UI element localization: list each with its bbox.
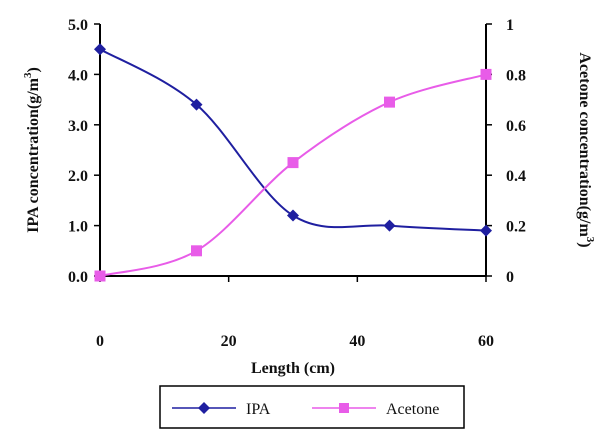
data-point-acetone: [287, 157, 299, 169]
x-tick-label: 40: [349, 333, 365, 350]
data-point-ipa: [383, 219, 396, 232]
legend-acetone-marker: [339, 403, 349, 413]
data-point-ipa: [94, 43, 106, 56]
x-tick-label: 0: [96, 333, 104, 350]
y-left-tick-label: 4.0: [68, 67, 88, 84]
axes: [99, 24, 487, 277]
legend: IPA Acetone: [159, 385, 465, 429]
y-right-tick-label: 0.6: [506, 118, 526, 135]
legend-frame: [159, 385, 465, 429]
y-right-tick-label: 0.2: [506, 219, 526, 236]
ticks: 0.0 1.0 2.0 3.0 4.0 5.0 0 0.2 0.4 0.6 0.8 1 0 20 40 60: [68, 17, 526, 350]
x-axis-title: Length (cm): [251, 360, 335, 377]
series-line-ipa: [99, 48, 487, 232]
y-right-tick-label: 0.8: [506, 67, 526, 84]
legend-ipa-marker: [198, 402, 210, 414]
data-point-acetone: [480, 68, 492, 80]
x-tick-label: 20: [221, 333, 237, 350]
legend-ipa-label: IPA: [246, 401, 271, 418]
data-point-acetone: [191, 245, 202, 257]
legend-item-acetone: Acetone: [312, 401, 439, 418]
data-point-ipa: [480, 224, 492, 237]
left-axis-title: IPA concentration(g/m3): [22, 67, 42, 233]
right-axis-title: Acetone concentration(g/m3): [576, 52, 596, 247]
data-point-ipa: [287, 209, 299, 222]
legend-item-ipa: IPA: [172, 401, 271, 418]
y-right-tick-label: 0: [506, 269, 514, 286]
y-left-tick-label: 5.0: [68, 17, 88, 34]
data-point-ipa: [190, 98, 203, 111]
data-point-acetone: [384, 96, 395, 108]
y-left-tick-label: 1.0: [68, 219, 88, 236]
y-right-tick-label: 0.4: [506, 168, 526, 185]
data-point-acetone: [94, 270, 106, 282]
y-left-tick-label: 3.0: [68, 118, 88, 135]
y-left-tick-label: 2.0: [68, 168, 88, 185]
x-tick-label: 60: [478, 333, 494, 350]
series: [94, 43, 492, 282]
legend-acetone-label: Acetone: [386, 401, 439, 418]
y-left-tick-label: 0.0: [68, 269, 88, 286]
series-line-acetone: [99, 73, 487, 277]
y-right-tick-label: 1: [506, 17, 514, 34]
